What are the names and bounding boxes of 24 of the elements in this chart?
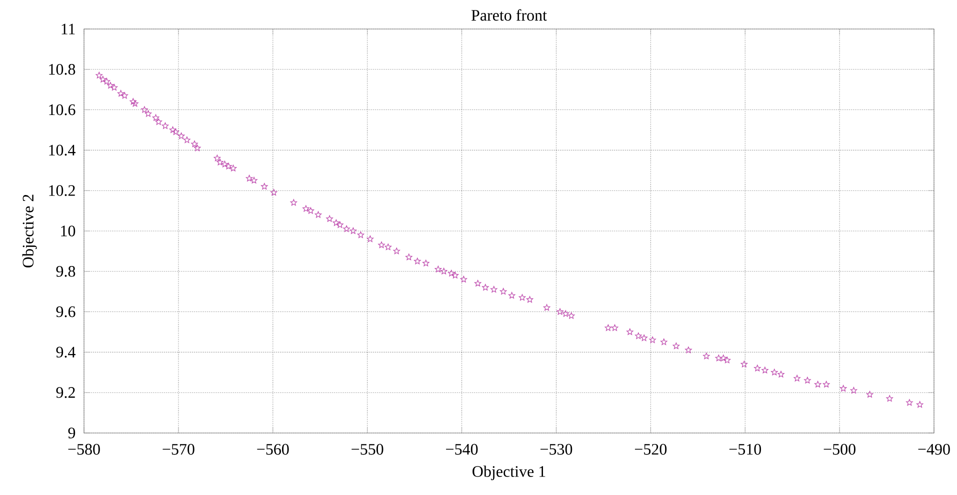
x-tick-label: −540 xyxy=(446,444,478,455)
chart-title: Pareto front xyxy=(471,9,547,21)
y-tick-label: 9 xyxy=(68,428,76,438)
x-tick-label: −560 xyxy=(257,444,289,455)
y-tick-label: 10 xyxy=(61,226,76,236)
x-tick-label: −580 xyxy=(68,444,100,455)
y-tick-label: 10.4 xyxy=(49,144,76,156)
x-tick-label: −570 xyxy=(162,444,194,455)
y-tick-label: 10.8 xyxy=(49,64,76,75)
y-tick-label: 10.2 xyxy=(49,185,75,196)
x-tick-label: −490 xyxy=(918,444,950,455)
y-tick-label: 10.6 xyxy=(49,104,76,116)
y-tick-label: 11 xyxy=(62,24,75,34)
x-axis-title: Objective 1 xyxy=(472,466,546,480)
y-tick-label: 9.4 xyxy=(56,346,76,358)
x-tick-label: −550 xyxy=(352,444,384,455)
x-tick-label: −520 xyxy=(634,444,667,455)
x-tick-label: −530 xyxy=(540,444,572,455)
y-tick-label: 9.6 xyxy=(56,306,76,318)
y-axis-title: Objective 2 xyxy=(22,194,37,268)
y-tick-label: 9.8 xyxy=(56,266,76,277)
x-tick-label: −510 xyxy=(729,444,761,455)
y-tick-label: 9.2 xyxy=(56,387,75,398)
x-tick-label: −500 xyxy=(824,444,856,455)
